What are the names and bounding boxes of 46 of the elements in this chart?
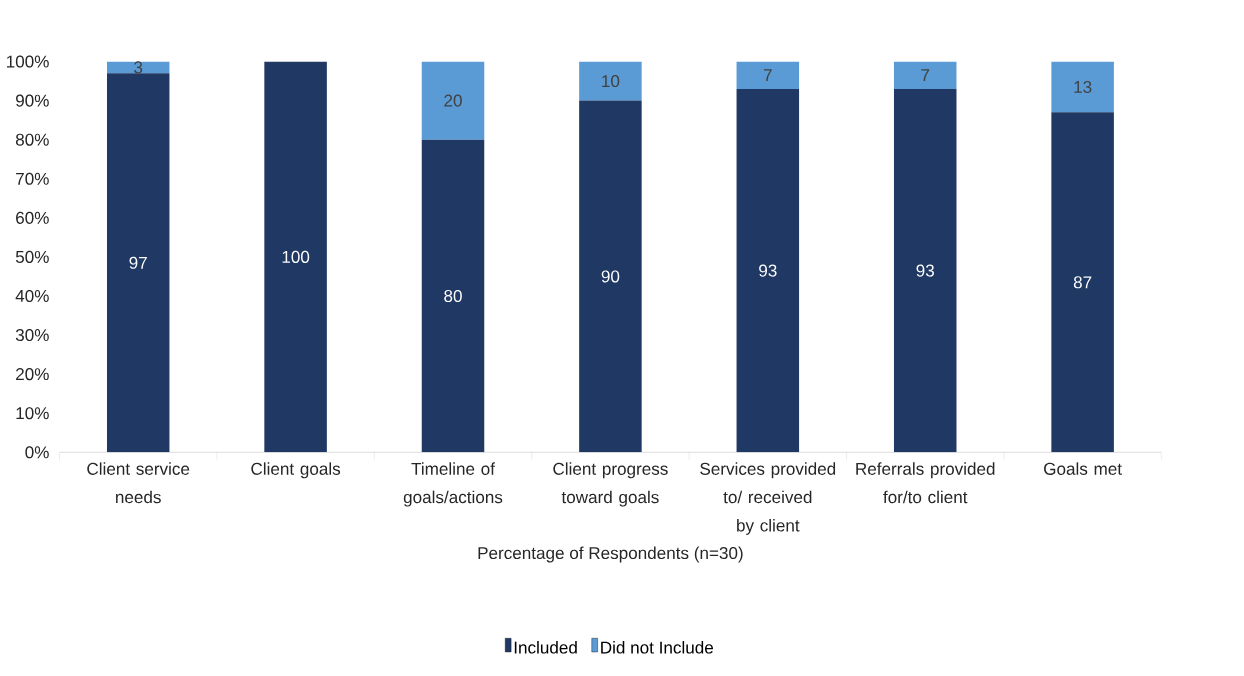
data-label: 90 bbox=[601, 270, 620, 283]
bar bbox=[893, 88, 957, 453]
y-tick-label: 0% bbox=[25, 446, 49, 459]
x-tick-label: Timeline of goals/actions bbox=[403, 462, 503, 507]
data-label: 80 bbox=[444, 289, 462, 303]
bar bbox=[579, 100, 642, 453]
y-tick-label: 50% bbox=[15, 250, 49, 263]
x-tick-label: Client service needs bbox=[87, 462, 190, 504]
y-tick-label: 10% bbox=[16, 407, 49, 420]
bar bbox=[264, 61, 327, 453]
data-label: 100 bbox=[282, 250, 310, 263]
y-tick-label: 30% bbox=[15, 329, 49, 342]
data-label: 13 bbox=[1074, 80, 1092, 93]
bar bbox=[893, 61, 957, 89]
data-label: 93 bbox=[916, 264, 934, 277]
y-tick-label: 40% bbox=[15, 289, 49, 303]
legend-label: Did not Include bbox=[601, 641, 714, 654]
data-label: 7 bbox=[763, 69, 772, 82]
data-label: 93 bbox=[759, 264, 777, 277]
x-tick-label: Client progress toward goals bbox=[553, 462, 668, 507]
bar bbox=[421, 139, 485, 453]
data-label: 3 bbox=[134, 61, 143, 74]
data-label: 7 bbox=[921, 69, 930, 82]
data-label: 20 bbox=[444, 94, 462, 107]
bar bbox=[736, 61, 800, 89]
x-tick-label: Client goals bbox=[251, 462, 341, 479]
y-tick-label: 60% bbox=[16, 211, 49, 224]
bar bbox=[106, 73, 170, 453]
bar bbox=[421, 61, 485, 140]
y-tick-label: 70% bbox=[16, 172, 49, 185]
y-tick-label: 80% bbox=[15, 133, 49, 146]
legend-label: Included bbox=[514, 641, 577, 654]
x-axis-title: Percentage of Respondents (n=30) bbox=[478, 546, 743, 563]
y-tick-label: 90% bbox=[16, 94, 49, 107]
x-tick-label: Goals met bbox=[1044, 462, 1122, 475]
y-tick-label: 100% bbox=[7, 55, 49, 68]
data-label: 10 bbox=[602, 75, 620, 88]
data-label: 87 bbox=[1073, 276, 1092, 289]
x-tick-label: Referrals provided for/to client bbox=[856, 462, 995, 504]
bar bbox=[1051, 61, 1114, 113]
bar bbox=[579, 61, 642, 101]
y-tick-label: 20% bbox=[16, 368, 49, 381]
bar bbox=[1051, 112, 1114, 453]
data-label: 97 bbox=[129, 256, 147, 269]
x-tick-label: Services provided to/ received by client bbox=[700, 462, 836, 535]
bar bbox=[736, 88, 800, 453]
